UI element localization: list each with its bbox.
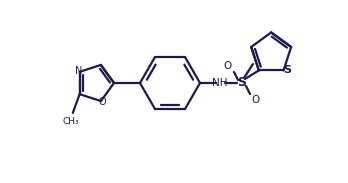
Text: S: S	[284, 66, 292, 75]
Text: S: S	[237, 76, 246, 89]
Text: NH: NH	[212, 78, 228, 88]
Text: O: O	[252, 95, 260, 105]
Text: O: O	[98, 97, 106, 107]
Text: N: N	[75, 66, 82, 76]
Text: O: O	[224, 61, 232, 71]
Text: CH₃: CH₃	[63, 117, 79, 126]
